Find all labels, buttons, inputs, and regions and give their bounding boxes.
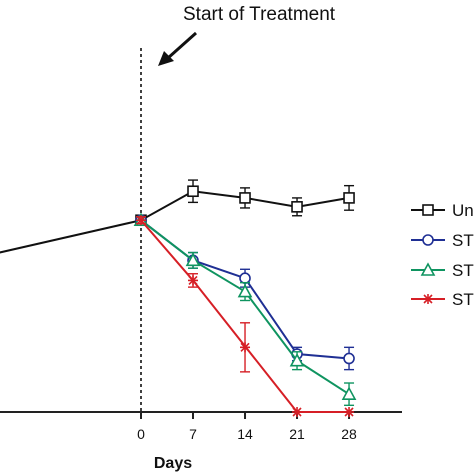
annotation-text: Start of Treatment — [183, 4, 336, 25]
series-line — [140, 219, 350, 413]
legend: Un ST ST ST — [411, 201, 474, 309]
legend-item: ST — [411, 290, 474, 309]
legend-marker — [422, 204, 434, 216]
series-2 — [133, 212, 357, 407]
data-point — [344, 407, 355, 417]
data-point — [240, 342, 251, 353]
x-axis-title: Days — [154, 455, 192, 472]
x-tick-label: 21 — [289, 426, 305, 442]
legend-marker — [423, 294, 433, 304]
data-point — [343, 352, 355, 365]
data-point — [188, 275, 199, 286]
x-tick-label: 28 — [341, 426, 357, 442]
series-3 — [136, 215, 355, 417]
legend-label: Un — [452, 201, 474, 220]
annotation-arrow-head — [158, 51, 174, 66]
series-layer — [0, 179, 357, 417]
series-4 — [240, 322, 251, 373]
data-point — [136, 215, 146, 226]
data-point — [237, 283, 253, 298]
data-point — [239, 272, 251, 285]
data-point — [341, 386, 357, 400]
data-point — [289, 353, 305, 367]
data-point — [239, 192, 251, 204]
legend-label: ST — [452, 231, 474, 250]
legend-item: Un — [411, 201, 474, 220]
data-point — [292, 407, 303, 417]
data-point — [187, 185, 199, 198]
legend-marker — [420, 262, 436, 276]
legend-label: ST — [452, 261, 474, 280]
x-tick-label: 7 — [189, 426, 197, 442]
series-0 — [0, 179, 355, 254]
data-point — [291, 201, 303, 213]
annotation-arrow-shaft — [167, 31, 197, 60]
x-tick-labels: 0 7 14 21 28 — [137, 426, 357, 442]
legend-item: ST — [411, 231, 474, 250]
x-tick-label: 14 — [237, 426, 253, 442]
treatment-annotation: Start of Treatment — [140, 4, 336, 412]
x-tick-label: 0 — [137, 426, 145, 442]
legend-label: ST — [452, 290, 474, 309]
legend-item: ST — [411, 261, 474, 280]
axes — [0, 411, 402, 419]
data-point — [185, 252, 201, 267]
data-point — [343, 192, 355, 204]
legend-marker — [422, 234, 434, 246]
series-line — [0, 190, 350, 254]
